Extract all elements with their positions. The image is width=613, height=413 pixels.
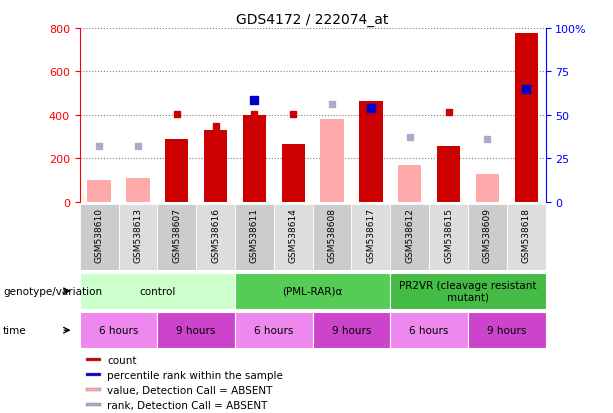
Bar	[88, 180, 111, 202]
Bar	[235, 313, 313, 348]
Bar	[398, 166, 421, 202]
Bar	[281, 145, 305, 202]
Bar	[243, 116, 266, 202]
Bar	[468, 313, 546, 348]
Bar	[274, 204, 313, 271]
Bar	[158, 204, 196, 271]
Text: time: time	[3, 325, 27, 335]
Bar	[86, 388, 101, 391]
Text: genotype/variation: genotype/variation	[3, 286, 102, 296]
Bar	[359, 102, 383, 202]
Text: GSM538608: GSM538608	[327, 208, 337, 263]
Bar	[313, 313, 390, 348]
Bar	[86, 404, 101, 406]
Bar	[80, 313, 158, 348]
Bar	[390, 273, 546, 309]
Bar	[468, 204, 507, 271]
Text: 6 hours: 6 hours	[409, 325, 449, 335]
Text: GSM538611: GSM538611	[250, 208, 259, 263]
Text: 9 hours: 9 hours	[487, 325, 527, 335]
Text: (PML-RAR)α: (PML-RAR)α	[283, 286, 343, 296]
Text: 9 hours: 9 hours	[177, 325, 216, 335]
Bar	[390, 204, 429, 271]
Bar	[514, 34, 538, 202]
Bar	[86, 358, 101, 361]
Text: percentile rank within the sample: percentile rank within the sample	[107, 370, 283, 380]
Text: 6 hours: 6 hours	[99, 325, 138, 335]
Text: GSM538612: GSM538612	[405, 208, 414, 263]
Text: GSM538616: GSM538616	[211, 208, 220, 263]
Bar	[165, 140, 188, 202]
Text: control: control	[139, 286, 175, 296]
Title: GDS4172 / 222074_at: GDS4172 / 222074_at	[237, 12, 389, 26]
Bar	[80, 273, 235, 309]
Text: GSM538607: GSM538607	[172, 208, 181, 263]
Text: GSM538613: GSM538613	[134, 208, 142, 263]
Bar	[507, 204, 546, 271]
Bar	[390, 313, 468, 348]
Text: GSM538610: GSM538610	[94, 208, 104, 263]
Bar	[437, 147, 460, 202]
Bar	[321, 120, 344, 202]
Text: value, Detection Call = ABSENT: value, Detection Call = ABSENT	[107, 385, 273, 395]
Text: count: count	[107, 355, 137, 365]
Bar	[351, 204, 390, 271]
Text: rank, Detection Call = ABSENT: rank, Detection Call = ABSENT	[107, 400, 268, 410]
Bar	[196, 204, 235, 271]
Text: GSM538615: GSM538615	[444, 208, 453, 263]
Text: 9 hours: 9 hours	[332, 325, 371, 335]
Bar	[235, 273, 390, 309]
Bar	[86, 373, 101, 376]
Bar	[80, 204, 118, 271]
Bar	[476, 174, 499, 202]
Text: 6 hours: 6 hours	[254, 325, 294, 335]
Bar	[235, 204, 274, 271]
Text: GSM538617: GSM538617	[367, 208, 375, 263]
Bar	[204, 131, 227, 202]
Bar	[158, 313, 235, 348]
Bar	[313, 204, 351, 271]
Text: GSM538609: GSM538609	[483, 208, 492, 263]
Text: GSM538618: GSM538618	[522, 208, 531, 263]
Bar	[126, 178, 150, 202]
Text: PR2VR (cleavage resistant
mutant): PR2VR (cleavage resistant mutant)	[399, 280, 536, 302]
Text: GSM538614: GSM538614	[289, 208, 298, 263]
Bar	[118, 204, 158, 271]
Bar	[429, 204, 468, 271]
